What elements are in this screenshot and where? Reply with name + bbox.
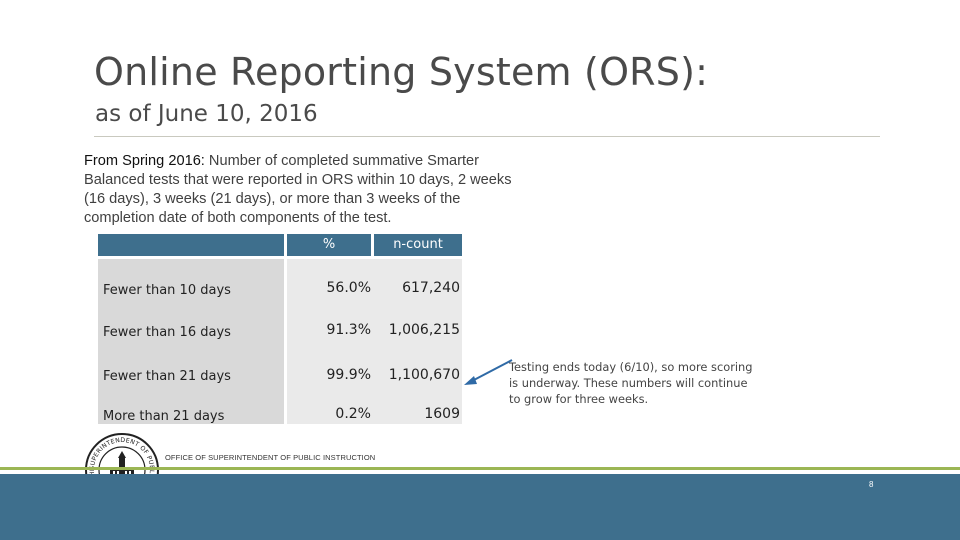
- table-row-label: More than 21 days: [103, 409, 225, 424]
- table-row-count: 1,100,670: [388, 367, 460, 383]
- table-row-percent: 0.2%: [335, 406, 371, 422]
- page-title: Online Reporting System (ORS):: [94, 50, 709, 94]
- table-header-label: [98, 234, 284, 256]
- intro-text: Number of completed summative Smarter Ba…: [84, 153, 512, 226]
- note-text: Testing ends today (6/10), so more scori…: [509, 360, 753, 406]
- footer-band: [0, 474, 960, 540]
- page-number: 8: [869, 480, 874, 489]
- title-divider: [94, 136, 880, 137]
- table-header-percent: %: [287, 234, 371, 256]
- intro-lead: From Spring 2016:: [84, 153, 205, 169]
- table-header-ncount: n-count: [374, 234, 462, 256]
- table-row-percent: 56.0%: [326, 280, 371, 296]
- ors-table: % n-count Fewer than 10 days 56.0% 617,2…: [98, 234, 462, 424]
- table-row-count: 1609: [424, 406, 460, 422]
- table-row-percent: 91.3%: [326, 322, 371, 338]
- table-row-count: 1,006,215: [388, 322, 460, 338]
- intro-paragraph: From Spring 2016: Number of completed su…: [84, 152, 524, 228]
- table-row-percent: 99.9%: [326, 367, 371, 383]
- table-row-label: Fewer than 21 days: [103, 369, 231, 384]
- accent-bar: [0, 467, 960, 470]
- table-row-label: Fewer than 10 days: [103, 283, 231, 298]
- arrow-left-icon: [464, 359, 513, 385]
- office-label: OFFICE OF SUPERINTENDENT OF PUBLIC INSTR…: [165, 453, 376, 462]
- page-subtitle: as of June 10, 2016: [95, 101, 318, 127]
- table-row-label: Fewer than 16 days: [103, 325, 231, 340]
- table-row-count: 617,240: [402, 280, 460, 296]
- table-label-column: [98, 259, 284, 424]
- table-value-column: [287, 259, 462, 424]
